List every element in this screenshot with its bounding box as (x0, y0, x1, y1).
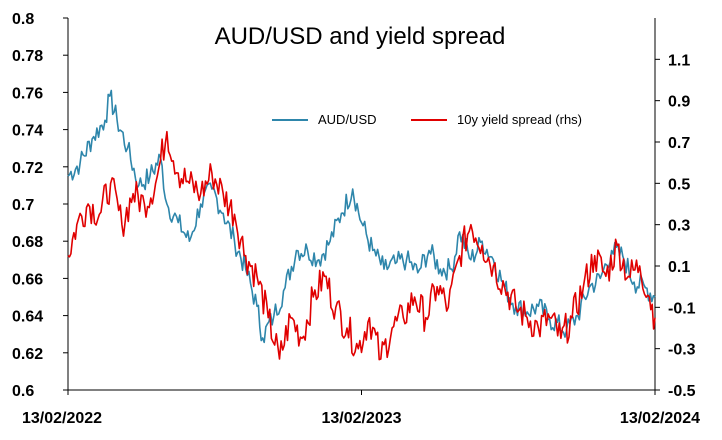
x-tick-label: 13/02/2023 (321, 410, 401, 427)
right-tick-label: 1.1 (668, 52, 690, 69)
right-tick-label: 0.5 (668, 176, 690, 193)
left-tick-label: 0.7 (12, 197, 34, 214)
right-tick-label: 0.1 (668, 259, 690, 276)
left-tick-label: 0.6 (12, 383, 34, 400)
x-tick-label: 13/02/2024 (620, 410, 700, 427)
legend: AUD/USD 10y yield spread (rhs) (272, 112, 582, 127)
series-line-yield-spread (67, 130, 656, 361)
left-tick-label: 0.62 (12, 346, 43, 363)
right-tick-label: -0.1 (668, 300, 696, 317)
right-tick-label: 0.3 (668, 218, 690, 235)
left-tick-label: 0.68 (12, 234, 43, 251)
left-tick-label: 0.66 (12, 271, 43, 288)
left-tick-label: 0.74 (12, 123, 43, 140)
left-tick-label: 0.8 (12, 11, 34, 28)
axes-group: 0.8 0.78 0.76 0.74 0.72 0.7 0.68 0.66 0.64 0.62 0.… (12, 11, 700, 427)
legend-label-aud-usd: AUD/USD (318, 112, 377, 127)
x-tick-label: 13/02/2022 (22, 410, 102, 427)
right-tick-label: -0.3 (668, 342, 696, 359)
left-tick-label: 0.78 (12, 48, 43, 65)
series-group (67, 89, 656, 361)
left-tick-label: 0.64 (12, 309, 43, 326)
right-tick-label: 0.7 (668, 135, 690, 152)
left-tick-label: 0.72 (12, 160, 43, 177)
left-tick-label: 0.76 (12, 85, 43, 102)
right-tick-label: -0.5 (668, 383, 696, 400)
legend-label-yield-spread: 10y yield spread (rhs) (457, 112, 582, 127)
right-tick-label: 0.9 (668, 94, 690, 111)
series-line-aud-usd (67, 89, 656, 344)
chart-title: AUD/USD and yield spread (215, 23, 506, 50)
